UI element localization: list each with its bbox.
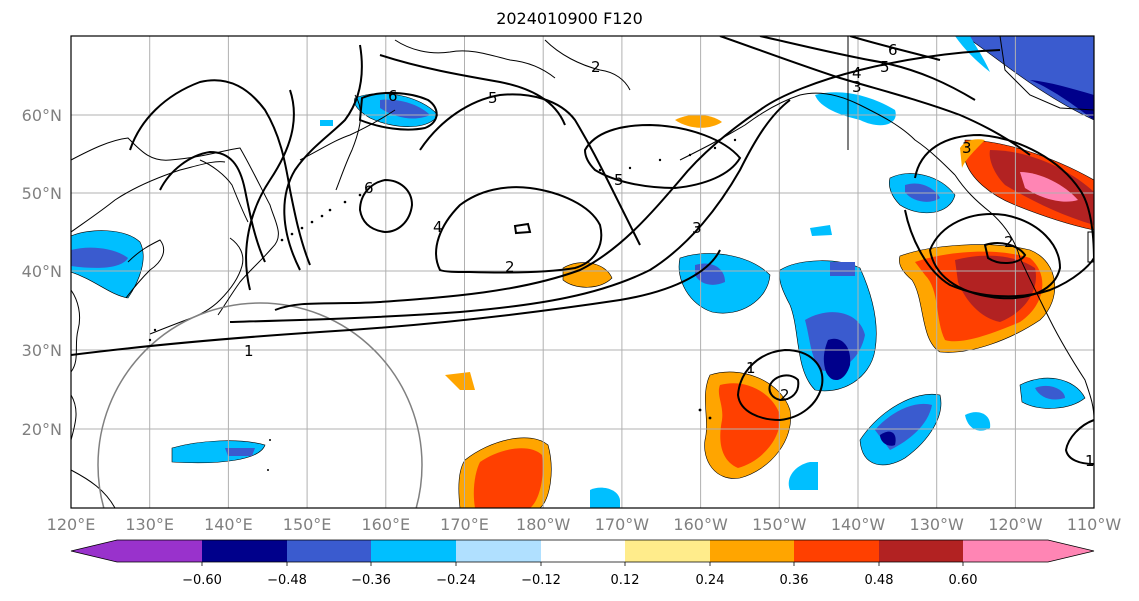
map-title: 2024010900 F120 <box>496 9 643 28</box>
shaded-anomalies <box>71 36 1094 508</box>
colorbar-tick: −0.12 <box>521 573 561 588</box>
lon-label: 120°W <box>988 515 1043 534</box>
lon-label: 170°W <box>595 515 650 534</box>
lon-label: 120°E <box>47 515 96 534</box>
contours <box>71 36 1094 465</box>
lat-labels: 20°N 30°N 40°N 50°N 60°N <box>22 106 62 439</box>
island-chains <box>148 138 737 471</box>
lon-label: 140°E <box>204 515 253 534</box>
contour-label: 6 <box>388 87 398 105</box>
contour-label: 5 <box>614 171 624 189</box>
contour-label: 1 <box>244 342 254 360</box>
colorbar-extend-low <box>71 540 117 562</box>
map-panel: 6 5 4 6 2 1 5 3 3 2 1 2 2 6 5 4 3 1 <box>71 36 1095 508</box>
contour-label: 2 <box>780 386 790 404</box>
colorbar-tick: −0.24 <box>436 573 476 588</box>
colorbar-tick: 0.36 <box>780 573 809 588</box>
colorbar-swatch <box>963 540 1048 562</box>
colorbar-tick: 0.48 <box>865 573 894 588</box>
lon-label: 150°E <box>283 515 332 534</box>
colorbar-tick: −0.36 <box>351 573 391 588</box>
range-circle <box>97 302 423 508</box>
contour-label: 2 <box>505 258 515 276</box>
lon-label: 160°W <box>673 515 728 534</box>
contour-label: 3 <box>962 139 972 157</box>
colorbar-extend-high <box>1048 540 1094 562</box>
colorbar-swatch <box>710 540 794 562</box>
contour-label: 3 <box>852 78 862 96</box>
colorbar-swatch <box>625 540 710 562</box>
colorbar-swatch <box>287 540 371 562</box>
colorbar-swatch <box>794 540 879 562</box>
contour-label: 4 <box>433 218 443 236</box>
contour-label: 1 <box>1085 452 1095 470</box>
colorbar-outline <box>70 539 1095 563</box>
colorbar-swatch <box>456 540 541 562</box>
contour-labels: 6 5 4 6 2 1 5 3 3 2 1 2 2 6 5 4 3 1 <box>244 41 1095 470</box>
colorbar-swatch <box>117 540 202 562</box>
colorbar-swatch <box>541 540 625 562</box>
lat-label: 40°N <box>22 262 62 281</box>
contour-label: 3 <box>692 219 702 237</box>
contour-label: 2 <box>591 58 601 76</box>
colorbar-tick: −0.60 <box>182 573 222 588</box>
contour-label: 5 <box>488 89 498 107</box>
contour-label: 6 <box>364 179 374 197</box>
colorbar-swatch <box>879 540 963 562</box>
contour-label: 4 <box>852 64 862 82</box>
contour-label: 2 <box>1004 233 1014 251</box>
contour-label: 6 <box>888 41 898 59</box>
colorbar-swatch <box>202 540 287 562</box>
contour-label: 5 <box>880 58 890 76</box>
graticule <box>71 36 1094 508</box>
lon-label: 110°W <box>1067 515 1122 534</box>
lat-label: 60°N <box>22 106 62 125</box>
lat-label: 20°N <box>22 420 62 439</box>
colorbar: −0.60 −0.48 −0.36 −0.24 −0.12 0.12 0.24 … <box>70 539 1095 588</box>
colorbar-tick: 0.60 <box>949 573 978 588</box>
lon-label: 140°W <box>831 515 886 534</box>
lon-label: 130°E <box>125 515 174 534</box>
lon-label: 150°W <box>752 515 807 534</box>
lat-label: 30°N <box>22 341 62 360</box>
lon-labels: 120°E 130°E 140°E 150°E 160°E 170°E 180°… <box>47 515 1122 534</box>
lon-label: 130°W <box>910 515 965 534</box>
contour-label: 1 <box>746 359 756 377</box>
colorbar-tick: −0.48 <box>267 573 307 588</box>
map-frame <box>70 35 1095 509</box>
lon-label: 180°W <box>516 515 571 534</box>
colorbar-tick: 0.24 <box>696 573 725 588</box>
colorbar-tick: 0.12 <box>611 573 640 588</box>
colorbar-swatch <box>371 540 456 562</box>
lon-label: 170°E <box>440 515 489 534</box>
lat-label: 50°N <box>22 184 62 203</box>
lon-label: 160°E <box>361 515 410 534</box>
